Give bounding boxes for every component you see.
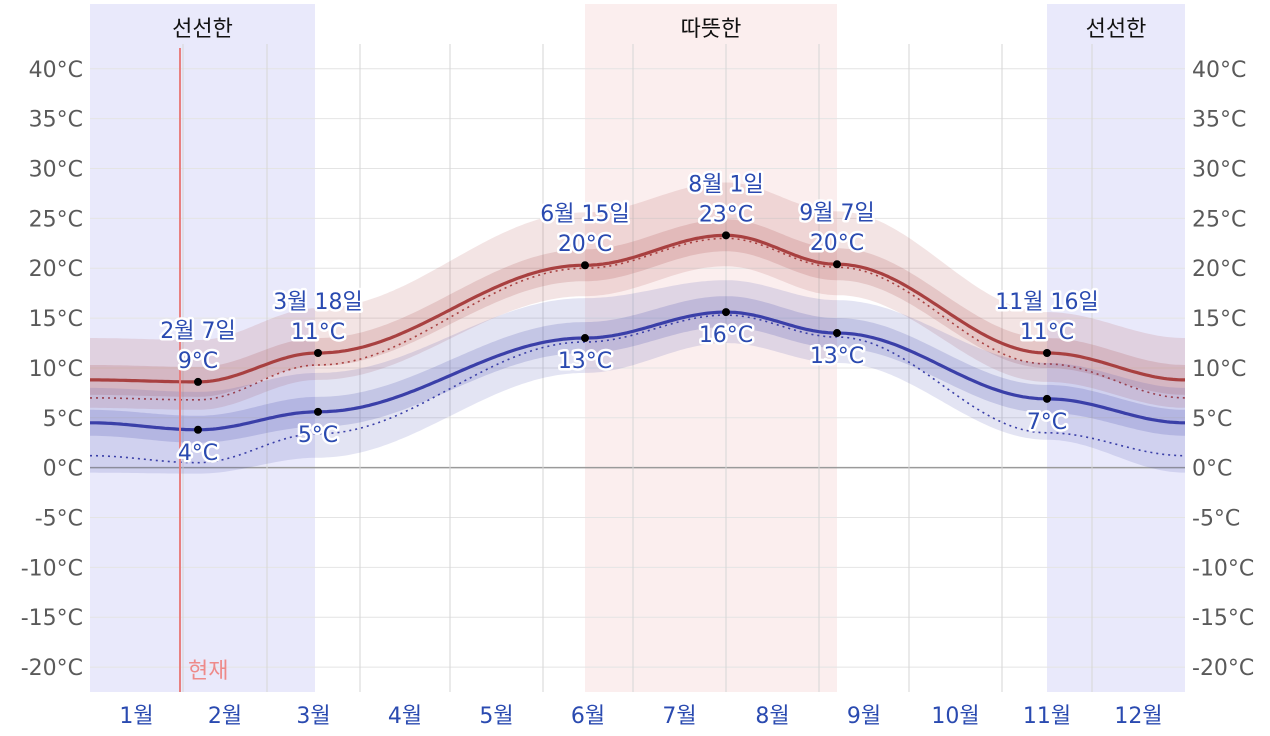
data-point: [194, 377, 202, 386]
annotation-label: 5°C: [298, 423, 338, 448]
month-label: 1월: [119, 704, 153, 729]
y-tick-label-left: -20°C: [21, 656, 83, 681]
y-tick-label-left: -5°C: [35, 507, 83, 532]
y-tick-label-left: -15°C: [21, 606, 83, 631]
y-tick-label-right: 30°C: [1192, 158, 1246, 183]
y-tick-label-left: 25°C: [29, 207, 83, 232]
y-tick-label-left: 5°C: [43, 407, 83, 432]
y-tick-label-right: 15°C: [1192, 307, 1246, 332]
y-tick-label-left: 15°C: [29, 307, 83, 332]
annotation-label: 20°C: [558, 232, 612, 257]
y-tick-label-left: 10°C: [29, 357, 83, 382]
annotation-label: 9월 7일: [799, 201, 874, 226]
data-point: [581, 334, 589, 343]
now-label: 현재: [188, 659, 228, 684]
data-point: [194, 425, 202, 434]
month-label: 7월: [662, 704, 696, 729]
y-tick-label-right: 25°C: [1192, 207, 1246, 232]
month-label: 4월: [388, 704, 422, 729]
annotation-label: 16°C: [699, 323, 753, 348]
y-tick-label-left: 35°C: [29, 108, 83, 133]
y-tick-label-left: 40°C: [29, 58, 83, 83]
high-temp-line: [90, 233, 1185, 384]
season-label: 따뜻한: [681, 17, 742, 42]
data-point: [833, 329, 841, 338]
y-tick-label-left: -10°C: [21, 556, 83, 581]
data-point: [833, 260, 841, 269]
month-label: 5월: [479, 704, 513, 729]
y-tick-label-right: -10°C: [1192, 556, 1254, 581]
data-point: [722, 308, 730, 317]
y-tick-label-right: -20°C: [1192, 656, 1254, 681]
data-point: [722, 231, 730, 240]
season-label: 선선한: [172, 17, 233, 42]
annotation-label: 3월 18일: [273, 290, 362, 315]
annotation-label: 23°C: [699, 202, 753, 227]
data-point: [314, 407, 322, 416]
data-point: [314, 348, 322, 357]
y-tick-label-right: 5°C: [1192, 407, 1232, 432]
month-label: 6월: [571, 704, 605, 729]
p10-p90-band: [90, 182, 1185, 410]
annotation-label: 13°C: [558, 349, 612, 374]
low-temp-line: [90, 310, 1185, 432]
y-tick-label-right: 0°C: [1192, 457, 1232, 482]
y-tick-label-right: 35°C: [1192, 108, 1246, 133]
annotation-label: 9°C: [178, 349, 218, 374]
y-tick-label-right: 10°C: [1192, 357, 1246, 382]
annotation-label: 20°C: [810, 231, 864, 256]
data-point: [1043, 394, 1051, 403]
average-dotted-line: [90, 237, 1186, 401]
y-tick-label-left: 20°C: [29, 257, 83, 282]
annotation-label: 11월 16일: [995, 290, 1098, 315]
month-label: 8월: [755, 704, 789, 729]
p25-p75-band: [90, 219, 1185, 397]
annotation-label: 13°C: [810, 344, 864, 369]
annotation-label: 11°C: [291, 320, 345, 345]
data-point: [1043, 348, 1051, 357]
month-label: 11월: [1023, 704, 1071, 729]
month-label: 12월: [1114, 704, 1162, 729]
annotation-label: 7°C: [1027, 410, 1067, 435]
annotation-label: 8월 1일: [688, 172, 763, 197]
y-tick-label-right: 40°C: [1192, 58, 1246, 83]
month-label: 2월: [208, 704, 242, 729]
y-tick-label-right: -5°C: [1192, 507, 1240, 532]
y-tick-label-right: -15°C: [1192, 606, 1254, 631]
month-label: 10월: [931, 704, 979, 729]
annotation-label: 11°C: [1020, 320, 1074, 345]
month-label: 3월: [296, 704, 330, 729]
data-point: [581, 261, 589, 270]
annotation-label: 4°C: [178, 441, 218, 466]
y-tick-label-left: 30°C: [29, 158, 83, 183]
month-label: 9월: [847, 704, 881, 729]
y-tick-label-left: 0°C: [43, 457, 83, 482]
average-dotted-line: [90, 314, 1185, 464]
annotation-label: 6월 15일: [540, 202, 629, 227]
p10-p90-band: [90, 280, 1185, 474]
y-tick-label-right: 20°C: [1192, 257, 1246, 282]
annotation-label: 2월 7일: [160, 319, 235, 344]
season-label: 선선한: [1086, 17, 1147, 42]
